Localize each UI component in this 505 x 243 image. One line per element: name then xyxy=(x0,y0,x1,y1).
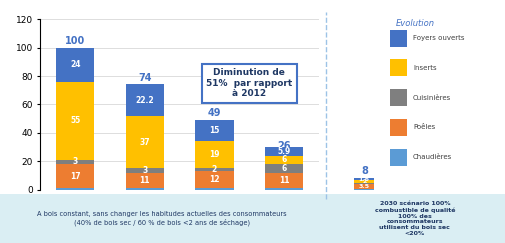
Bar xyxy=(195,141,233,168)
Text: 15: 15 xyxy=(209,126,219,135)
Bar xyxy=(56,160,94,164)
Text: 3.5: 3.5 xyxy=(358,184,369,189)
Text: Foyers ouverts: Foyers ouverts xyxy=(412,35,464,41)
Bar xyxy=(56,164,94,188)
Text: Inserts: Inserts xyxy=(412,65,436,71)
Text: A bois constant, sans changer les habitudes actuelles des consommateurs
(40% de : A bois constant, sans changer les habitu… xyxy=(37,211,286,226)
Text: 74: 74 xyxy=(138,72,152,83)
Bar xyxy=(56,82,94,160)
Bar xyxy=(195,168,233,171)
Text: 3: 3 xyxy=(73,157,78,166)
Bar xyxy=(195,120,233,141)
Bar xyxy=(125,173,164,188)
Text: 49: 49 xyxy=(207,108,221,118)
Bar xyxy=(354,178,374,180)
Text: 12: 12 xyxy=(209,175,219,184)
Bar xyxy=(354,183,374,184)
Text: 1.5: 1.5 xyxy=(358,177,369,182)
Bar xyxy=(354,189,374,190)
Bar xyxy=(389,60,406,76)
Text: 55: 55 xyxy=(70,116,80,125)
Text: 11: 11 xyxy=(278,176,289,185)
Bar xyxy=(125,188,164,190)
Bar xyxy=(264,164,302,173)
Bar xyxy=(389,89,406,106)
Text: 26: 26 xyxy=(277,140,290,151)
Text: Poêles: Poêles xyxy=(412,124,434,130)
Text: 2030 scénario 100%
combustible de qualité
100% des
consommateurs
utilisent du bo: 2030 scénario 100% combustible de qualit… xyxy=(374,201,454,236)
Text: 8: 8 xyxy=(360,166,367,176)
Text: 37: 37 xyxy=(139,138,150,147)
Text: Diminution de
51%  par rapport
à 2012: Diminution de 51% par rapport à 2012 xyxy=(206,68,292,98)
Bar xyxy=(354,184,374,189)
Bar xyxy=(56,188,94,190)
Bar xyxy=(389,149,406,166)
Text: 22.2: 22.2 xyxy=(135,95,154,104)
Text: 2: 2 xyxy=(362,179,366,184)
Bar xyxy=(195,171,233,188)
Bar xyxy=(125,116,164,168)
Bar xyxy=(56,48,94,82)
Text: Evolution: Evolution xyxy=(395,19,434,28)
Text: 19: 19 xyxy=(209,150,219,159)
Text: 2: 2 xyxy=(212,165,217,174)
Text: 100: 100 xyxy=(65,36,85,46)
Text: 3: 3 xyxy=(142,166,147,175)
Bar xyxy=(264,156,302,164)
Bar xyxy=(195,188,233,190)
Bar xyxy=(264,173,302,188)
Text: 5.9: 5.9 xyxy=(277,147,290,156)
Bar xyxy=(264,188,302,190)
Bar xyxy=(389,119,406,136)
Text: Cuisinières: Cuisinières xyxy=(412,95,450,101)
Text: 17: 17 xyxy=(70,172,80,181)
Bar xyxy=(125,168,164,173)
Bar xyxy=(389,30,406,47)
Text: 6: 6 xyxy=(281,155,286,164)
Text: Chaudières: Chaudières xyxy=(412,154,451,160)
Bar xyxy=(125,84,164,116)
Text: 24: 24 xyxy=(70,60,80,69)
Text: 11: 11 xyxy=(139,176,150,185)
Bar xyxy=(354,180,374,183)
Bar xyxy=(264,147,302,156)
Text: 6: 6 xyxy=(281,164,286,173)
